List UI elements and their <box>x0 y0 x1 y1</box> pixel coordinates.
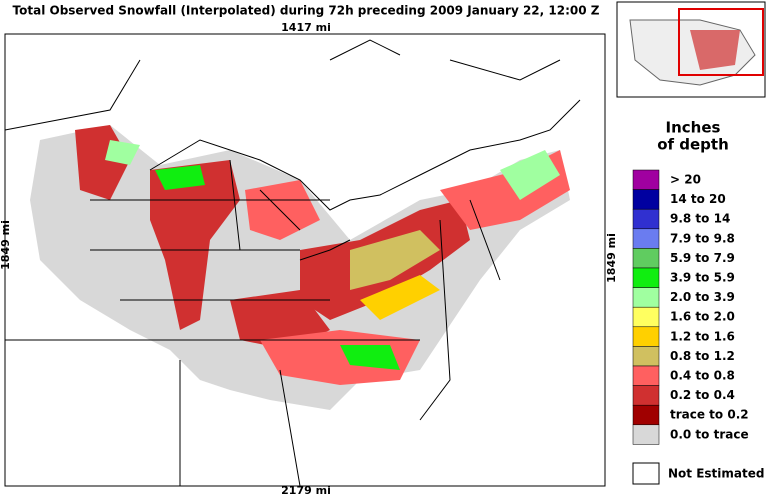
legend-swatch <box>632 424 660 445</box>
legend-swatch <box>632 365 660 386</box>
inset-map <box>616 1 766 98</box>
left-scale: 1849 mi <box>0 220 12 270</box>
legend-label: 0.2 to 0.4 <box>670 388 735 402</box>
legend-label: 3.9 to 5.9 <box>670 271 735 285</box>
legend-swatch <box>632 248 660 269</box>
legend: > 20 14 to 20 9.8 to 14 7.9 to 9.8 5.9 to 7.… <box>632 169 749 445</box>
not-estimated-label: Not Estimated <box>668 467 764 481</box>
legend-title: Inches <box>666 119 721 137</box>
legend-label: 1.6 to 2.0 <box>670 310 735 324</box>
legend-swatch <box>632 267 660 288</box>
legend-label: 0.8 to 1.2 <box>670 349 735 363</box>
legend-swatch <box>632 189 660 210</box>
legend-swatch <box>632 404 660 426</box>
legend-label: 0.4 to 0.8 <box>670 369 735 383</box>
legend-title: of depth <box>657 136 729 154</box>
legend-label: 14 to 20 <box>670 192 726 206</box>
legend-label: 2.0 to 3.9 <box>670 290 735 304</box>
legend-label: 1.2 to 1.6 <box>670 329 735 343</box>
legend-swatch <box>632 346 660 367</box>
map <box>4 33 606 487</box>
legend-swatch <box>632 287 660 308</box>
legend-label: trace to 0.2 <box>670 408 749 422</box>
not-estimated-swatch <box>632 462 660 485</box>
legend-label: 7.9 to 9.8 <box>670 231 735 245</box>
legend-label: 0.0 to trace <box>670 427 749 441</box>
title: Total Observed Snowfall (Interpolated) d… <box>13 4 600 18</box>
legend-label: > 20 <box>670 173 701 187</box>
top-scale: 1417 mi <box>281 21 331 34</box>
legend-swatch <box>632 306 660 328</box>
legend-swatch <box>632 169 660 190</box>
legend-swatch <box>632 385 660 406</box>
legend-label: 9.8 to 14 <box>670 212 730 226</box>
legend-swatch <box>632 208 660 230</box>
legend-label: 5.9 to 7.9 <box>670 251 735 265</box>
legend-swatch <box>632 326 660 347</box>
bottom-scale: 2179 mi <box>281 484 331 496</box>
legend-swatch <box>632 228 660 249</box>
right-scale: 1849 mi <box>605 233 618 283</box>
